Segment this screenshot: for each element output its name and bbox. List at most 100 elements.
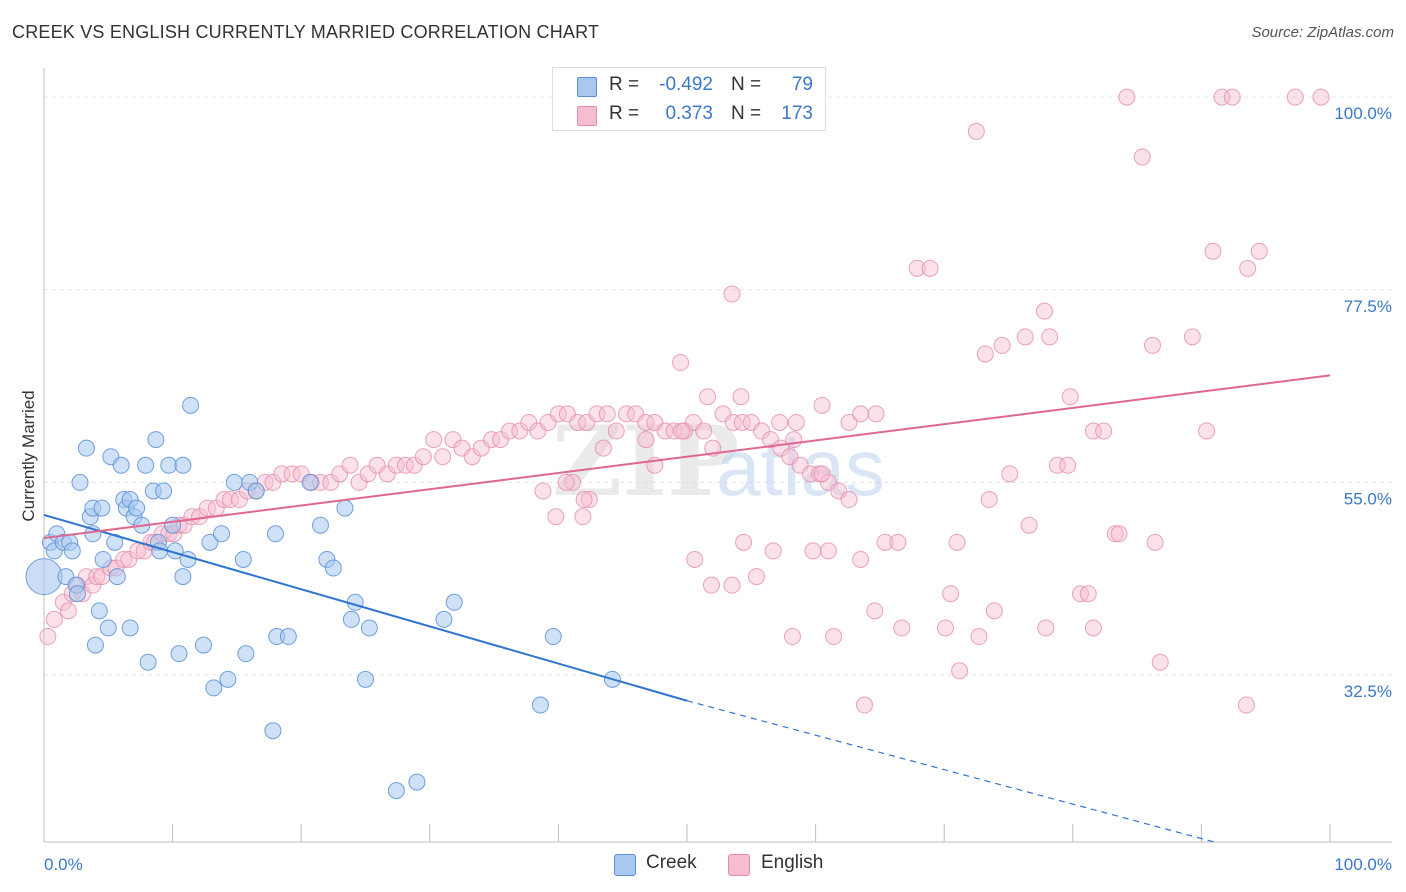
english-point <box>598 405 616 423</box>
creek-point <box>408 773 426 791</box>
english-point <box>783 628 801 646</box>
creek-trend-extension <box>686 700 1215 843</box>
english-point <box>588 405 606 423</box>
creek-point <box>219 670 237 688</box>
english-point <box>735 533 753 551</box>
english-point <box>557 473 575 491</box>
english-point <box>39 628 57 646</box>
english-point <box>852 405 870 423</box>
creek-point <box>182 396 200 414</box>
creek-point <box>155 482 173 500</box>
creek-point <box>266 525 284 543</box>
english-point <box>889 533 907 551</box>
english-point <box>637 413 655 431</box>
english-point <box>607 422 625 440</box>
english-point <box>1084 422 1102 440</box>
english-point <box>1183 328 1201 346</box>
english-point <box>54 593 72 611</box>
english-point <box>1079 585 1097 603</box>
source-label: Source: ZipAtlas.com <box>1251 24 1394 41</box>
stats-box: R = -0.492 N = 79 R = 0.373 N = 173 <box>552 67 826 131</box>
english-point <box>840 491 858 509</box>
english-point <box>511 422 529 440</box>
english-point <box>594 439 612 457</box>
english-point <box>463 448 481 466</box>
english-point <box>1048 456 1066 474</box>
english-point <box>1110 525 1128 543</box>
creek-point <box>174 568 192 586</box>
english-point <box>801 465 819 483</box>
english-point <box>686 550 704 568</box>
stats-row-creek: R = -0.492 N = 79 <box>553 71 825 101</box>
creek-point <box>108 568 126 586</box>
english-point <box>1059 456 1077 474</box>
english-point <box>771 413 789 431</box>
creek-point <box>435 610 453 628</box>
y-tick-label: 55.0% <box>1344 489 1392 508</box>
english-point <box>1250 242 1268 260</box>
legend-creek-swatch <box>614 854 636 876</box>
x-tick-label: 0.0% <box>44 855 83 874</box>
legend-creek-label: Creek <box>646 852 697 873</box>
english-point <box>970 628 988 646</box>
english-point <box>855 696 873 714</box>
english-point <box>378 465 396 483</box>
english-point <box>867 405 885 423</box>
creek-swatch <box>577 77 597 97</box>
english-point <box>501 422 519 440</box>
n-value: 79 <box>791 74 813 95</box>
english-point <box>976 345 994 363</box>
creek-points <box>25 396 621 800</box>
legend: Creek English <box>0 852 1406 878</box>
trend-lines <box>43 374 1331 843</box>
creek-point <box>360 619 378 637</box>
english-point <box>1084 619 1102 637</box>
english-point <box>341 456 359 474</box>
n-value: 173 <box>781 103 813 124</box>
english-point <box>672 354 690 372</box>
creek-point <box>445 593 463 611</box>
english-point <box>1037 619 1055 637</box>
y-tick-label: 32.5% <box>1344 682 1392 701</box>
english-point <box>264 473 282 491</box>
creek-point <box>170 645 188 663</box>
creek-point <box>234 550 252 568</box>
r-label: R = <box>609 74 640 95</box>
english-point <box>699 388 717 406</box>
english-point <box>547 508 565 526</box>
english-point <box>1061 388 1079 406</box>
english-point <box>1146 533 1164 551</box>
creek-point <box>237 645 255 663</box>
english-point <box>1106 525 1124 543</box>
english-point <box>1198 422 1216 440</box>
creek-point <box>179 550 197 568</box>
english-point <box>942 585 960 603</box>
english-point <box>492 431 510 449</box>
chart-title: CREEK VS ENGLISH CURRENTLY MARRIED CORRE… <box>12 22 600 42</box>
creek-point <box>336 499 354 517</box>
english-point <box>45 610 63 628</box>
creek-point <box>94 550 112 568</box>
english-point <box>764 542 782 560</box>
english-point <box>215 491 233 509</box>
creek-point <box>86 636 104 654</box>
english-point <box>198 499 216 517</box>
english-point <box>921 259 939 277</box>
english-point <box>1041 328 1059 346</box>
english-point <box>813 396 831 414</box>
english-trend-line <box>43 374 1331 540</box>
creek-point <box>77 439 95 457</box>
english-point <box>483 431 501 449</box>
creek-point <box>147 431 165 449</box>
r-value: -0.492 <box>659 74 713 95</box>
english-point <box>1020 516 1038 534</box>
creek-point <box>128 499 146 517</box>
creek-point <box>324 559 342 577</box>
english-point <box>723 576 741 594</box>
creek-trend-line <box>43 513 688 702</box>
y-tick-label: 77.5% <box>1344 297 1392 316</box>
y-axis-label: Currently Married <box>19 390 38 521</box>
english-point <box>852 550 870 568</box>
english-point <box>985 602 1003 620</box>
